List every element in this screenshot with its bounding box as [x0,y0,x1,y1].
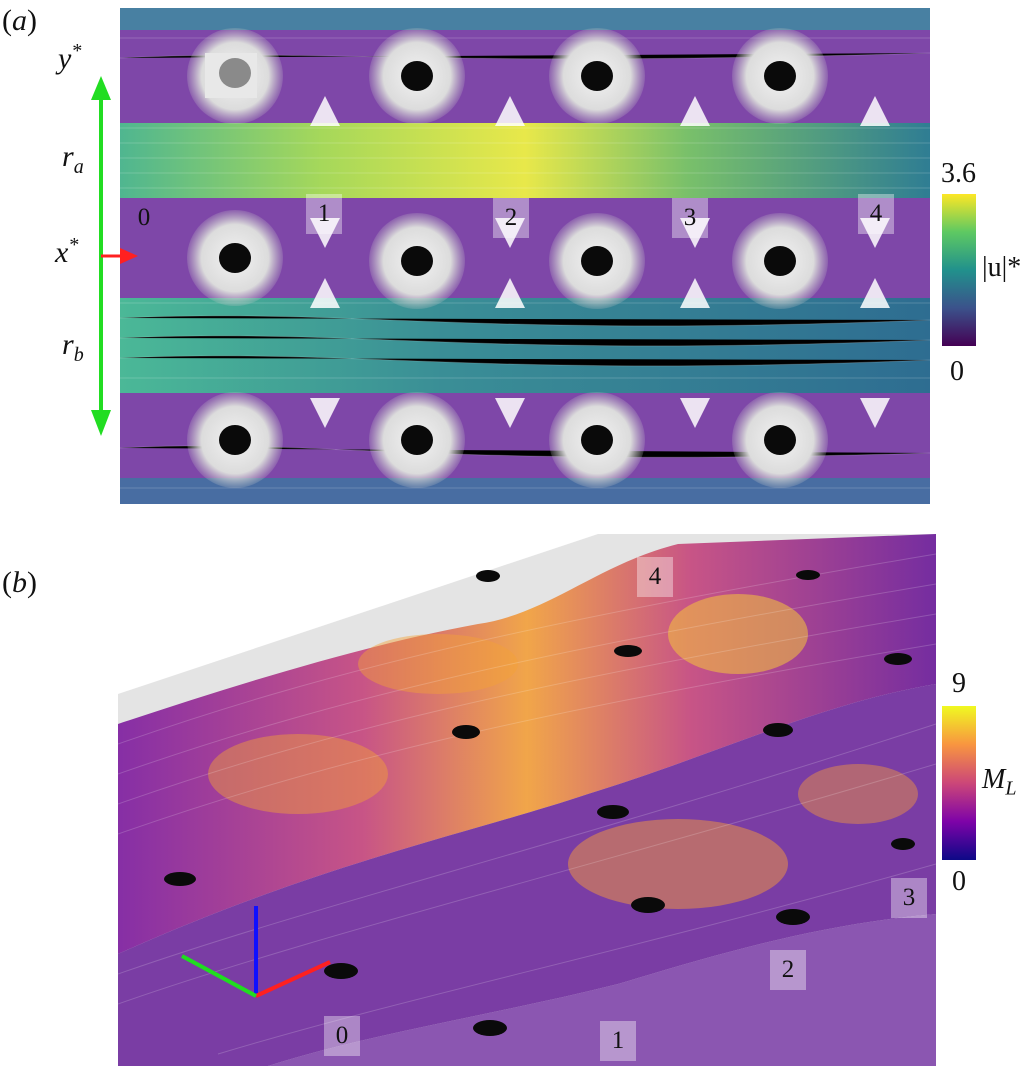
panel-b-colorbar-min: 0 [952,866,966,897]
panel-a-colorbar-max: 3.6 [941,158,976,189]
x-axis-label: x* [55,234,79,269]
panel-a-axis-arrows [91,76,138,436]
panel-b-colorbar-title: ML [982,764,1017,800]
panel-a-colorbar [942,194,976,346]
panel-b-label: (b) [2,566,37,599]
panel-b-marker-1: 1 [600,1021,636,1061]
panel-a-marker-4: 4 [858,194,894,234]
panel-b-flow-image [118,534,936,1066]
panel-a-label: (a) [2,4,37,37]
panel-b-colorbar-max: 9 [952,668,966,699]
panel-a-marker-0: 0 [137,204,151,231]
y-axis-label: y* [58,40,82,75]
panel-a-colorbar-min: 0 [950,356,964,387]
panel-b-marker-3: 3 [891,878,927,918]
panel-a-marker-2: 2 [493,198,529,238]
region-a-label: ra [62,140,84,178]
panel-a-colorbar-title: |u|* [982,252,1022,283]
panel-a-marker-3: 3 [672,198,708,238]
coordinate-triad [181,906,331,998]
panel-b-marker-0: 0 [324,1016,360,1056]
region-b-label: rb [62,328,84,366]
panel-b-colorbar [942,706,976,860]
panel-b-marker-4: 4 [637,557,673,597]
panel-a-marker-1: 1 [306,194,342,234]
panel-b-marker-2: 2 [770,950,806,990]
panel-a-flow-image [120,8,930,504]
